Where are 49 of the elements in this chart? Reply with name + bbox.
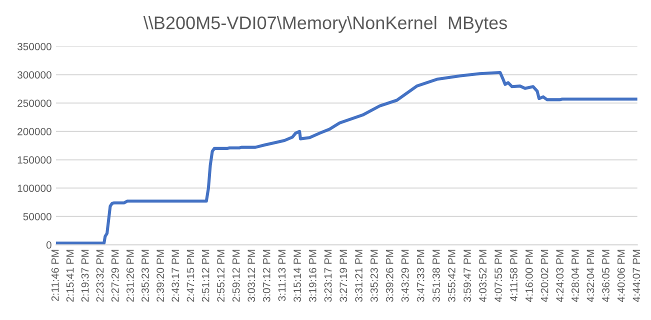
x-tick-label: 4:07:55 PM xyxy=(494,250,502,302)
x-tick-label: 3:43:29 PM xyxy=(401,250,409,302)
x-tick-label: 4:44:07 PM xyxy=(632,250,640,302)
y-tick-label: 350000 xyxy=(17,42,52,50)
y-tick-label: 50000 xyxy=(23,212,52,220)
x-tick-label: 2:19:37 PM xyxy=(81,250,89,302)
x-tick-label: 2:39:20 PM xyxy=(156,250,164,302)
x-tick-label: 3:51:38 PM xyxy=(432,250,440,302)
x-tick-label: 3:35:23 PM xyxy=(370,250,378,302)
x-tick-label: 2:23:32 PM xyxy=(96,250,104,302)
x-tick-label: 2:55:12 PM xyxy=(217,250,225,302)
x-tick-label: 2:59:12 PM xyxy=(232,250,240,302)
x-tick-label: 4:32:04 PM xyxy=(586,250,594,302)
line-series xyxy=(56,70,638,245)
x-tick-label: 3:27:19 PM xyxy=(340,250,348,302)
y-tick-label: 300000 xyxy=(17,71,52,79)
x-tick-label: 2:27:29 PM xyxy=(111,250,119,302)
y-tick-label: 150000 xyxy=(18,156,52,164)
x-tick-label: 3:15:14 PM xyxy=(294,250,301,302)
y-tick-label: 200000 xyxy=(18,128,52,136)
x-tick-label: 3:19:16 PM xyxy=(308,250,316,302)
x-tick-label: 3:39:26 PM xyxy=(386,250,394,302)
x-tick-label: 2:31:26 PM xyxy=(126,250,134,302)
x-tick-label: 2:47:15 PM xyxy=(186,250,194,302)
x-tick-label: 2:43:17 PM xyxy=(172,250,180,302)
x-tick-label: 4:03:52 PM xyxy=(479,250,487,302)
x-tick-label: 3:47:33 PM xyxy=(416,250,424,302)
x-tick-label: 4:20:02 PM xyxy=(540,250,548,302)
x-tick-label: 3:59:47 PM xyxy=(464,250,471,302)
y-tick-label: 0 xyxy=(46,241,52,249)
x-tick-label: 4:40:06 PM xyxy=(617,250,625,302)
x-tick-label: 4:28:04 PM xyxy=(572,250,579,302)
x-tick-label: 4:11:58 PM xyxy=(510,250,518,302)
chart-title: \\B200M5-VDI07\Memory\NonKernel MBytes xyxy=(143,16,507,33)
x-tick-label: 3:03:12 PM xyxy=(248,250,256,302)
x-tick-label: 3:11:13 PM xyxy=(278,250,286,302)
x-tick-label: 4:16:00 PM xyxy=(525,250,533,302)
x-tick-label: 2:15:41 PM xyxy=(66,250,74,302)
x-tick-label: 4:24:03 PM xyxy=(556,250,564,302)
x-tick-label: 4:36:05 PM xyxy=(602,250,610,302)
x-tick-label: 2:51:12 PM xyxy=(202,250,210,302)
x-tick-label: 3:07:12 PM xyxy=(262,250,270,302)
y-tick-label: 100000 xyxy=(18,184,52,192)
x-tick-label: 3:31:21 PM xyxy=(355,250,362,302)
x-tick-label: 2:35:23 PM xyxy=(142,250,149,302)
x-tick-label: 3:23:17 PM xyxy=(324,250,332,302)
y-tick-label: 250000 xyxy=(18,100,52,107)
x-tick-label: 2:11:46 PM xyxy=(51,250,59,301)
x-tick-label: 3:55:42 PM xyxy=(448,250,456,302)
